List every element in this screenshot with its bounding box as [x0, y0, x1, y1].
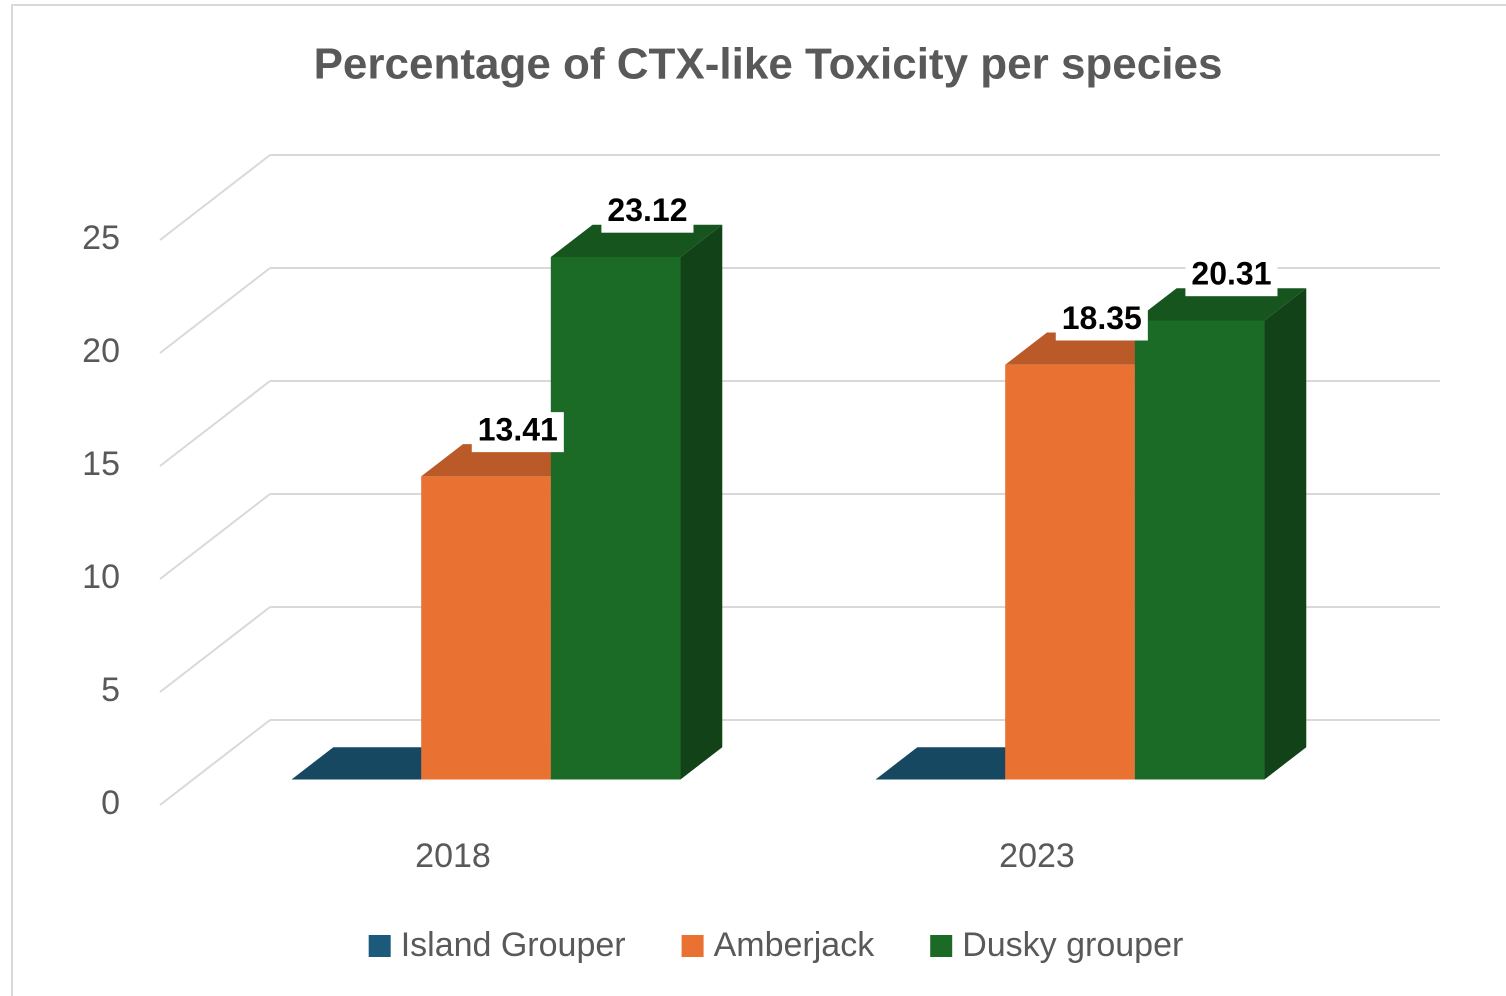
bar-top: [1134, 288, 1307, 321]
data-label: 18.35: [1062, 300, 1142, 336]
bar-side: [1264, 288, 1307, 780]
bar-front: [421, 476, 551, 780]
chart-title: Percentage of CTX-like Toxicity per spec…: [314, 40, 1223, 89]
legend-swatch: [681, 935, 704, 957]
grid-line: [159, 267, 271, 354]
y-tick-label: 0: [101, 784, 120, 822]
x-tick-label: 2018: [415, 837, 491, 875]
bar-top: [421, 444, 593, 477]
y-tick-label: 20: [82, 332, 120, 370]
data-label-bg: [601, 192, 694, 233]
legend-swatch: [368, 935, 391, 957]
data-label-bg: [471, 412, 564, 453]
bar-top: [550, 224, 723, 257]
bar-front: [1005, 364, 1135, 780]
bar-front: [550, 256, 681, 780]
x-tick-label: 2023: [999, 837, 1075, 875]
y-tick-label: 25: [82, 219, 120, 257]
y-tick-label: 10: [82, 558, 120, 596]
legend-swatch: [930, 935, 953, 957]
grid-line: [159, 719, 271, 806]
data-label: 13.41: [478, 412, 558, 448]
grid-line: [159, 154, 271, 241]
data-label-bg: [1055, 300, 1148, 341]
y-tick-label: 15: [82, 445, 120, 483]
data-label-bg: [1185, 256, 1278, 297]
data-label: 23.12: [607, 192, 687, 228]
bar-top: [291, 747, 463, 780]
legend-label: Dusky grouper: [962, 926, 1183, 964]
legend-label: Amberjack: [714, 926, 876, 964]
bar-front: [1134, 320, 1265, 780]
legend-label: Island Grouper: [401, 926, 626, 964]
data-label: 20.31: [1191, 256, 1271, 292]
grid-line: [159, 493, 271, 580]
bar-top: [1005, 332, 1177, 365]
bar-top: [875, 747, 1047, 780]
bar-side: [680, 224, 723, 780]
grid-line: [159, 380, 271, 467]
grid-line: [159, 606, 271, 693]
y-tick-label: 5: [101, 671, 120, 709]
